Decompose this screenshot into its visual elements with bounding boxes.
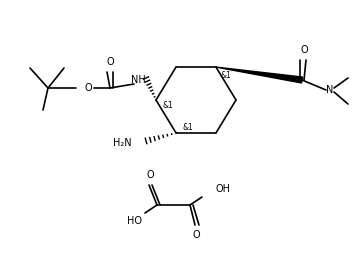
Text: O: O [146, 170, 154, 180]
Text: N: N [326, 85, 334, 95]
Text: H₂N: H₂N [113, 138, 132, 148]
Text: NH: NH [131, 75, 145, 85]
Text: O: O [192, 230, 200, 240]
Text: &1: &1 [183, 123, 193, 132]
Text: OH: OH [215, 184, 230, 194]
Text: &1: &1 [162, 102, 173, 111]
Polygon shape [216, 67, 302, 83]
Text: O: O [300, 45, 308, 55]
Text: O: O [106, 57, 114, 67]
Text: &1: &1 [221, 71, 232, 80]
Text: O: O [84, 83, 92, 93]
Text: HO: HO [127, 216, 143, 226]
